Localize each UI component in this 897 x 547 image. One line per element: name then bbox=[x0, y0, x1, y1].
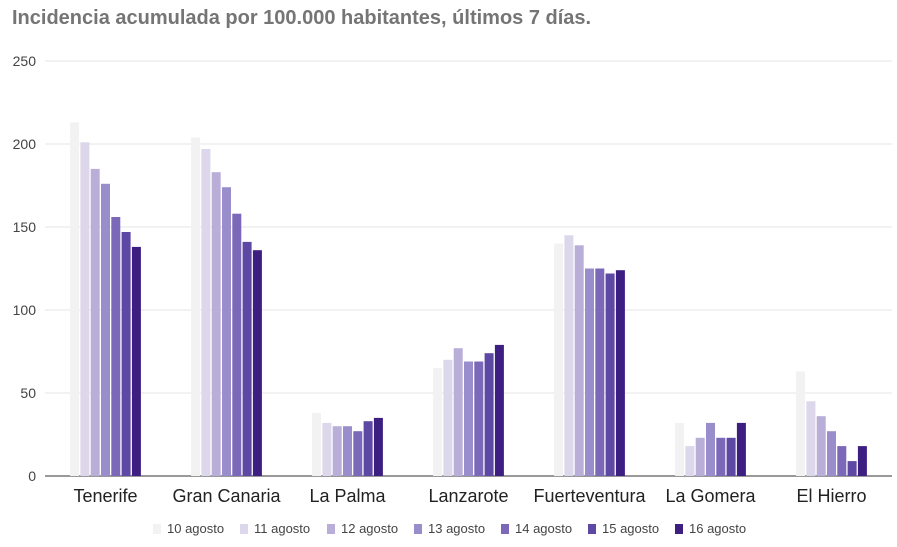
bars bbox=[70, 122, 867, 477]
bar bbox=[806, 401, 816, 476]
bar bbox=[433, 368, 443, 476]
x-axis-ticks: Tenerife Gran Canaria La Palma Lanzarote Fue… bbox=[73, 486, 866, 506]
bar bbox=[685, 446, 695, 476]
bar bbox=[312, 412, 322, 476]
bar bbox=[695, 437, 705, 476]
legend-swatch bbox=[327, 524, 335, 534]
legend-swatch bbox=[414, 524, 422, 534]
bar bbox=[373, 417, 383, 476]
bar bbox=[242, 241, 252, 476]
legend-label: 11 agosto bbox=[254, 521, 310, 536]
legend-swatch bbox=[153, 524, 161, 534]
bar bbox=[706, 422, 715, 476]
legend-swatch bbox=[675, 524, 683, 534]
legend-label: 16 agosto bbox=[689, 521, 746, 536]
legend-label: 14 agosto bbox=[515, 521, 572, 536]
bar bbox=[464, 361, 473, 476]
legend-label: 13 agosto bbox=[428, 521, 485, 536]
bar bbox=[322, 422, 332, 476]
y-tick-label: 0 bbox=[28, 468, 36, 484]
bar bbox=[484, 353, 494, 476]
bar bbox=[191, 137, 201, 476]
bar bbox=[857, 446, 867, 476]
x-tick-label: La Gomera bbox=[665, 486, 756, 506]
bar bbox=[494, 344, 504, 476]
chart-title: Incidencia acumulada por 100.000 habitan… bbox=[12, 7, 592, 29]
bar bbox=[90, 168, 100, 476]
bar bbox=[343, 426, 352, 476]
bar bbox=[453, 348, 463, 476]
x-tick-label: El Hierro bbox=[796, 486, 866, 506]
bar bbox=[574, 245, 584, 476]
bar bbox=[837, 446, 847, 476]
bar bbox=[252, 250, 262, 476]
bar bbox=[585, 268, 594, 476]
bar bbox=[796, 371, 806, 476]
bar bbox=[595, 268, 605, 476]
bar bbox=[211, 172, 221, 476]
bar bbox=[80, 142, 90, 477]
x-tick-label: Tenerife bbox=[73, 486, 137, 506]
bar bbox=[121, 232, 131, 476]
y-tick-label: 200 bbox=[13, 136, 37, 152]
bar bbox=[726, 437, 736, 476]
bar bbox=[827, 431, 836, 476]
y-tick-label: 250 bbox=[13, 53, 37, 69]
legend-swatch bbox=[240, 524, 248, 534]
bar bbox=[101, 183, 110, 477]
bar bbox=[363, 421, 373, 476]
y-axis-ticks: 0 50 100 150 200 250 bbox=[13, 53, 37, 484]
bar bbox=[222, 187, 231, 476]
y-tick-label: 150 bbox=[13, 219, 37, 235]
legend-swatch bbox=[501, 524, 509, 534]
x-tick-label: Lanzarote bbox=[428, 486, 508, 506]
bar bbox=[353, 431, 363, 476]
y-tick-label: 50 bbox=[20, 385, 36, 401]
x-tick-label: Gran Canaria bbox=[172, 486, 281, 506]
legend-label: 10 agosto bbox=[167, 521, 224, 536]
bar bbox=[564, 235, 574, 476]
bar bbox=[111, 217, 121, 476]
bar bbox=[716, 437, 726, 476]
bar bbox=[332, 426, 342, 476]
x-tick-label: La Palma bbox=[309, 486, 386, 506]
legend-label: 12 agosto bbox=[341, 521, 398, 536]
legend-label: 15 agosto bbox=[602, 521, 659, 536]
bar bbox=[847, 461, 857, 476]
bar bbox=[816, 416, 826, 476]
bar bbox=[554, 243, 564, 476]
bar bbox=[615, 270, 625, 476]
bar bbox=[201, 149, 211, 476]
bar bbox=[474, 361, 484, 476]
bar bbox=[736, 422, 746, 476]
bar bbox=[131, 246, 141, 476]
x-tick-label: Fuerteventura bbox=[533, 486, 646, 506]
legend: 10 agosto 11 agosto 12 agosto 13 agosto 14 a… bbox=[153, 521, 746, 536]
bar bbox=[605, 273, 615, 476]
bar bbox=[232, 213, 242, 476]
bar bbox=[675, 422, 685, 476]
y-tick-label: 100 bbox=[13, 302, 37, 318]
legend-swatch bbox=[588, 524, 596, 534]
bar bbox=[443, 359, 453, 476]
bar bbox=[70, 122, 80, 477]
